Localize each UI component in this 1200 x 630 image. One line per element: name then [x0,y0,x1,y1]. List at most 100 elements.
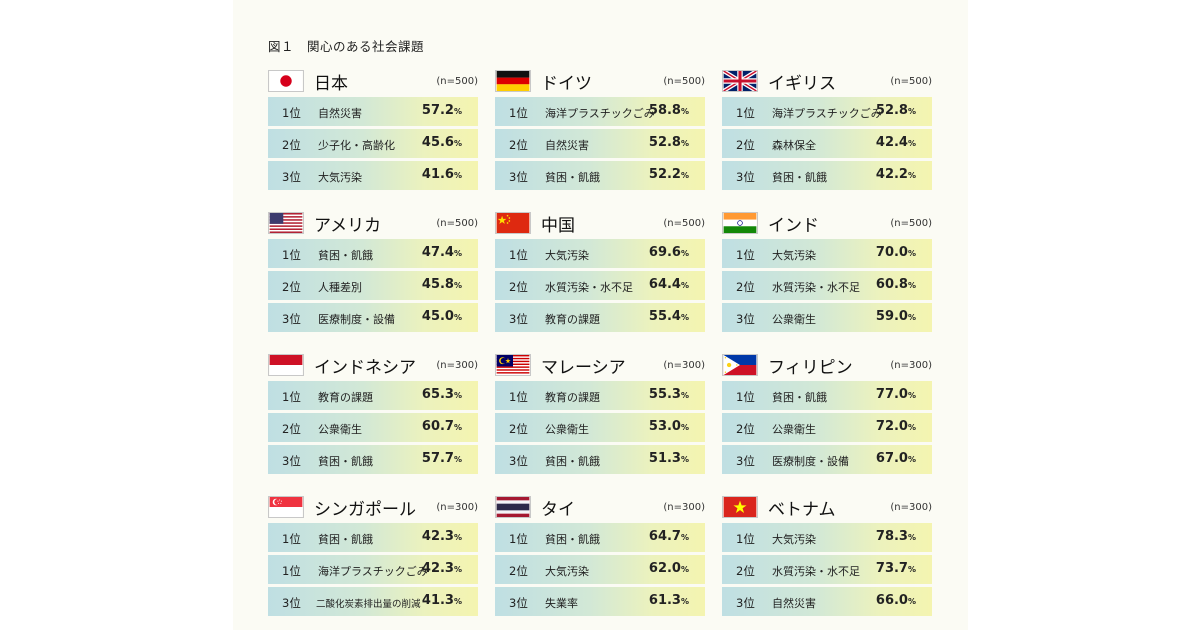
rank-label: 3位 [736,454,755,468]
sample-size: (n=500) [663,76,705,87]
rank-label: 1位 [509,248,528,262]
ranking-list: 1位 海洋プラスチックごみ 58.8% 2位 自然災害 52.8% 3位 貧困・飢餓 52.2% [495,97,705,190]
malaysia-flag [495,354,531,376]
ranking-row: 1位 貧困・飢餓 64.7% [495,523,705,552]
percentage-value: 57.7% [422,451,462,466]
percent-sign: % [680,249,689,258]
usa-flag [268,212,304,234]
percent-sign: % [680,139,689,148]
percentage-number: 42.4 [875,135,908,150]
ranking-row: 2位 人種差別 45.8% [268,271,478,300]
ranking-list: 1位 貧困・飢餓 47.4% 2位 人種差別 45.8% 3位 医療制度・設備 45.0% [268,239,478,332]
ranking-list: 1位 貧困・飢餓 64.7% 2位 大気汚染 62.0% 3位 失業率 61.3% [495,523,705,616]
percentage-number: 69.6 [648,245,681,260]
issue-label: 公衆衛生 [772,423,816,436]
issue-label: 教育の課題 [545,313,600,326]
issue-label: 水質汚染・水不足 [772,565,860,578]
sample-size: (n=300) [663,360,705,371]
percent-sign: % [907,107,916,116]
percentage-number: 78.3 [875,529,908,544]
rank-label: 2位 [282,138,301,152]
sample-size: (n=500) [890,76,932,87]
country-name: ベトナム [768,500,836,520]
percent-sign: % [453,565,462,574]
uk-flag [722,70,758,92]
ranking-row: 1位 大気汚染 69.6% [495,239,705,268]
ranking-row: 3位 医療制度・設備 45.0% [268,303,478,332]
country-header: 日本 (n=500) [268,66,478,96]
sample-size: (n=500) [436,76,478,87]
issue-label: 公衆衛生 [545,423,589,436]
issue-label: 貧困・飢餓 [772,171,827,184]
country-header: タイ (n=300) [495,492,705,522]
country-header: ベトナム (n=300) [722,492,932,522]
country-name: 中国 [541,216,575,236]
rank-label: 2位 [509,138,528,152]
percentage-value: 42.4% [876,135,916,150]
percent-sign: % [907,281,916,290]
rank-label: 1位 [509,532,528,546]
country-card: インドネシア (n=300) 1位 教育の課題 65.3% 2位 公衆衛生 60.7% 3位 貧困… [268,350,478,477]
rank-label: 2位 [509,422,528,436]
issue-label: 貧困・飢餓 [318,249,373,262]
percentage-value: 41.6% [422,167,462,182]
percentage-value: 60.7% [422,419,462,434]
percent-sign: % [680,533,689,542]
country-header: インドネシア (n=300) [268,350,478,380]
issue-label: 公衆衛生 [318,423,362,436]
percent-sign: % [907,597,916,606]
ranking-row: 3位 公衆衛生 59.0% [722,303,932,332]
percentage-number: 41.3 [421,593,454,608]
ranking-row: 3位 医療制度・設備 67.0% [722,445,932,474]
country-header: マレーシア (n=300) [495,350,705,380]
percentage-number: 67.0 [875,451,908,466]
rank-label: 3位 [282,454,301,468]
percentage-value: 78.3% [876,529,916,544]
rank-label: 3位 [282,596,301,610]
percentage-value: 45.0% [422,309,462,324]
ranking-row: 2位 公衆衛生 60.7% [268,413,478,442]
percentage-value: 52.8% [649,135,689,150]
ranking-row: 3位 貧困・飢餓 51.3% [495,445,705,474]
percentage-number: 62.0 [648,561,681,576]
issue-label: 大気汚染 [545,565,589,578]
percentage-number: 42.2 [875,167,908,182]
rank-label: 1位 [736,390,755,404]
issue-label: 公衆衛生 [772,313,816,326]
issue-label: 自然災害 [772,597,816,610]
percent-sign: % [907,533,916,542]
issue-label: 大気汚染 [772,249,816,262]
rank-label: 2位 [282,280,301,294]
ranking-row: 2位 水質汚染・水不足 73.7% [722,555,932,584]
ranking-list: 1位 教育の課題 65.3% 2位 公衆衛生 60.7% 3位 貧困・飢餓 57.7% [268,381,478,474]
rank-label: 3位 [282,170,301,184]
percentage-value: 52.8% [876,103,916,118]
rank-label: 1位 [736,532,755,546]
percentage-number: 52.8 [875,103,908,118]
issue-label: 貧困・飢餓 [772,391,827,404]
percentage-number: 58.8 [648,103,681,118]
percentage-number: 55.4 [648,309,681,324]
rank-label: 1位 [736,106,755,120]
percentage-value: 64.7% [649,529,689,544]
percent-sign: % [907,249,916,258]
percent-sign: % [453,597,462,606]
percentage-value: 41.3% [422,593,462,608]
rank-label: 3位 [509,312,528,326]
issue-label: 貧困・飢餓 [318,455,373,468]
percentage-value: 72.0% [876,419,916,434]
ranking-row: 3位 失業率 61.3% [495,587,705,616]
percentage-value: 53.0% [649,419,689,434]
ranking-row: 3位 二酸化炭素排出量の削減 41.3% [268,587,478,616]
percent-sign: % [680,565,689,574]
germany-flag [495,70,531,92]
rank-label: 1位 [736,248,755,262]
issue-label: 海洋プラスチックごみ [772,107,882,120]
rank-label: 1位 [282,106,301,120]
singapore-flag [268,496,304,518]
ranking-list: 1位 海洋プラスチックごみ 52.8% 2位 森林保全 42.4% 3位 貧困・飢餓 42.2% [722,97,932,190]
percentage-value: 42.2% [876,167,916,182]
issue-label: 医療制度・設備 [318,313,395,326]
issue-label: 大気汚染 [772,533,816,546]
country-card: アメリカ (n=500) 1位 貧困・飢餓 47.4% 2位 人種差別 45.8% 3位 医療制度… [268,208,478,335]
